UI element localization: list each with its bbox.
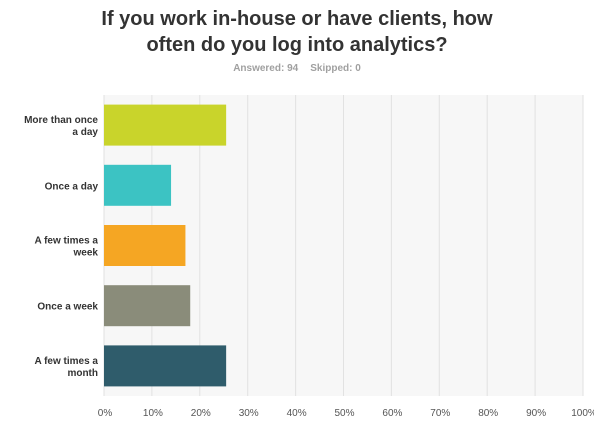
category-label: Once a day	[45, 181, 99, 192]
x-tick-label: 90%	[526, 408, 546, 419]
x-tick-label: 30%	[239, 408, 259, 419]
x-tick-label: 100%	[571, 408, 594, 419]
x-tick-label: 70%	[430, 408, 450, 419]
answered-count: Answered: 94	[233, 63, 299, 74]
bar	[104, 345, 227, 387]
x-tick-label: 10%	[143, 408, 163, 419]
x-tick-label: 50%	[334, 408, 354, 419]
category-label: More than once	[24, 115, 98, 126]
bar	[104, 104, 227, 146]
chart-title-line-2: often do you log into analytics?	[146, 34, 448, 56]
x-tick-label: 40%	[287, 408, 307, 419]
bar	[104, 225, 186, 266]
category-label: Once a week	[37, 302, 98, 313]
skipped-count: Skipped: 0	[310, 63, 361, 74]
bar	[104, 285, 191, 327]
category-label: A few times a	[34, 356, 98, 367]
bar	[104, 164, 172, 206]
x-tick-label: 80%	[478, 408, 498, 419]
category-label: a day	[72, 127, 98, 138]
category-label: month	[67, 368, 98, 379]
x-tick-label: 0%	[98, 408, 113, 419]
response-summary: Answered: 94 Skipped: 0	[0, 63, 594, 74]
x-tick-label: 60%	[382, 408, 402, 419]
x-tick-label: 20%	[191, 408, 211, 419]
chart-title: If you work in-house or have clients, ho…	[0, 6, 594, 58]
category-label: week	[73, 248, 99, 259]
category-label: A few times a	[34, 236, 98, 247]
chart-title-line-1: If you work in-house or have clients, ho…	[101, 8, 493, 30]
